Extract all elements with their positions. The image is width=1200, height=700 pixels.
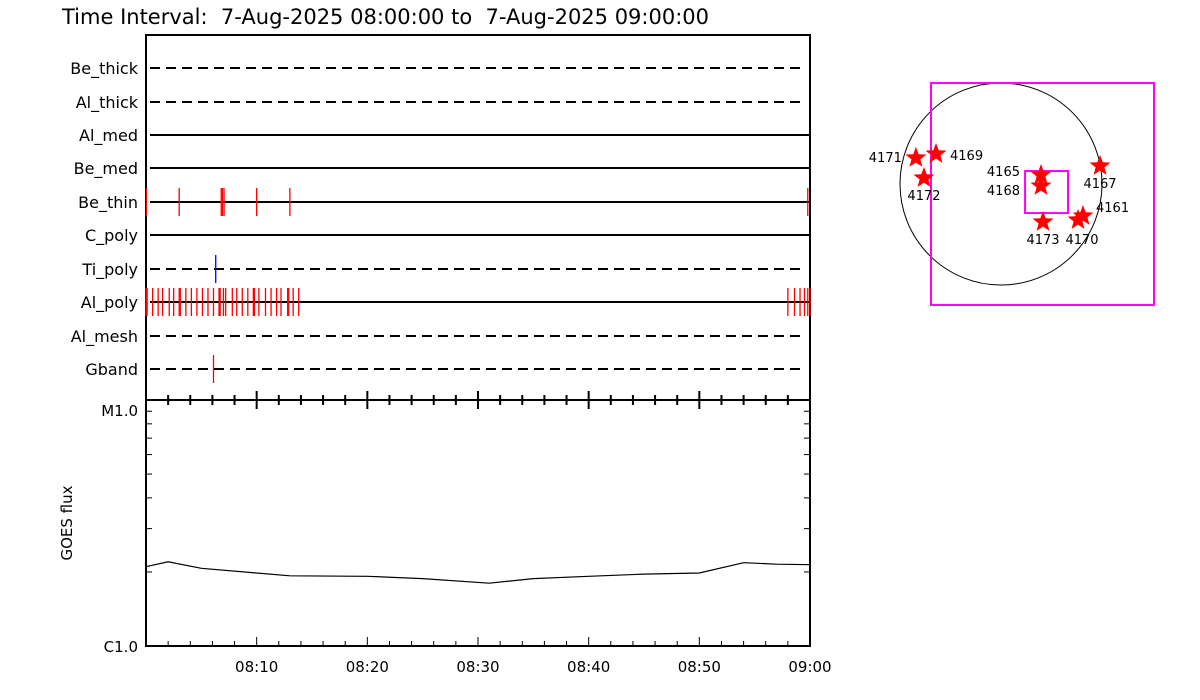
active-region-star-icon [1030, 175, 1052, 195]
time-tick-label: 08:50 [678, 658, 721, 676]
goes-ytick-bottom: C1.0 [104, 638, 138, 656]
row-label-gband: Gband [85, 360, 138, 379]
active-region-label: 4165 [987, 165, 1020, 180]
active-region-label: 4168 [987, 184, 1020, 199]
row-label-ti_poly: Ti_poly [81, 260, 138, 280]
active-region-star-icon [1089, 155, 1111, 175]
active-region-label: 4170 [1065, 233, 1098, 248]
active-region-label: 4161 [1096, 201, 1129, 216]
goes-ylabel: GOES flux [58, 485, 76, 560]
goes-frame [145, 399, 811, 647]
goes-flux-panel: GOES flux M1.0 C1.0 08:10 08:20 08:30 08:40… [58, 391, 832, 676]
timeline-frame [145, 34, 811, 401]
plot-title: Time Interval: 7-Aug-2025 08:00:00 to 7-… [61, 5, 709, 29]
active-region-label: 4172 [907, 189, 940, 204]
time-tick-label: 08:40 [567, 658, 610, 676]
full-fov-box [930, 82, 1155, 306]
xrt-fov-box [1024, 170, 1070, 215]
row-label-c_poly: C_poly [85, 226, 138, 246]
active-region-star-icon [905, 146, 927, 167]
time-tick-label: 08:20 [346, 658, 389, 676]
active-region-star-icon [1030, 164, 1052, 184]
active-region-label: 4167 [1083, 177, 1116, 192]
row-label-be_med: Be_med [74, 159, 138, 179]
active-region-star-icon [925, 143, 947, 163]
row-label-be_thin: Be_thin [78, 193, 138, 213]
time-tick-label: 09:00 [788, 658, 831, 676]
row-label-al_med: Al_med [79, 126, 138, 146]
active-region-star-icon [1072, 205, 1094, 225]
active-region-label: 4169 [950, 149, 983, 164]
time-tick-label: 08:10 [235, 658, 278, 676]
row-label-al_mesh: Al_mesh [71, 327, 138, 347]
sun-map: 4171 4169 4172 4165 4168 4167 4173 4161 4170 [869, 82, 1155, 306]
row-label-al_thick: Al_thick [76, 93, 139, 113]
active-region-star-icon [913, 167, 935, 187]
row-label-al_poly: Al_poly [81, 293, 138, 313]
active-region-star-icon [1067, 209, 1089, 229]
active-region-label: 4171 [869, 151, 902, 166]
row-label-be_thick: Be_thick [70, 59, 138, 79]
filter-timeline-panel: Be_thick Al_thick Al_med Be_med Be_thin C_pol… [70, 34, 811, 401]
time-tick-label: 08:30 [456, 658, 499, 676]
goes-ytick-top: M1.0 [101, 402, 138, 420]
goes-flux-line [145, 561, 811, 584]
active-region-label: 4173 [1026, 233, 1059, 248]
active-region-star-icon [1032, 211, 1054, 231]
